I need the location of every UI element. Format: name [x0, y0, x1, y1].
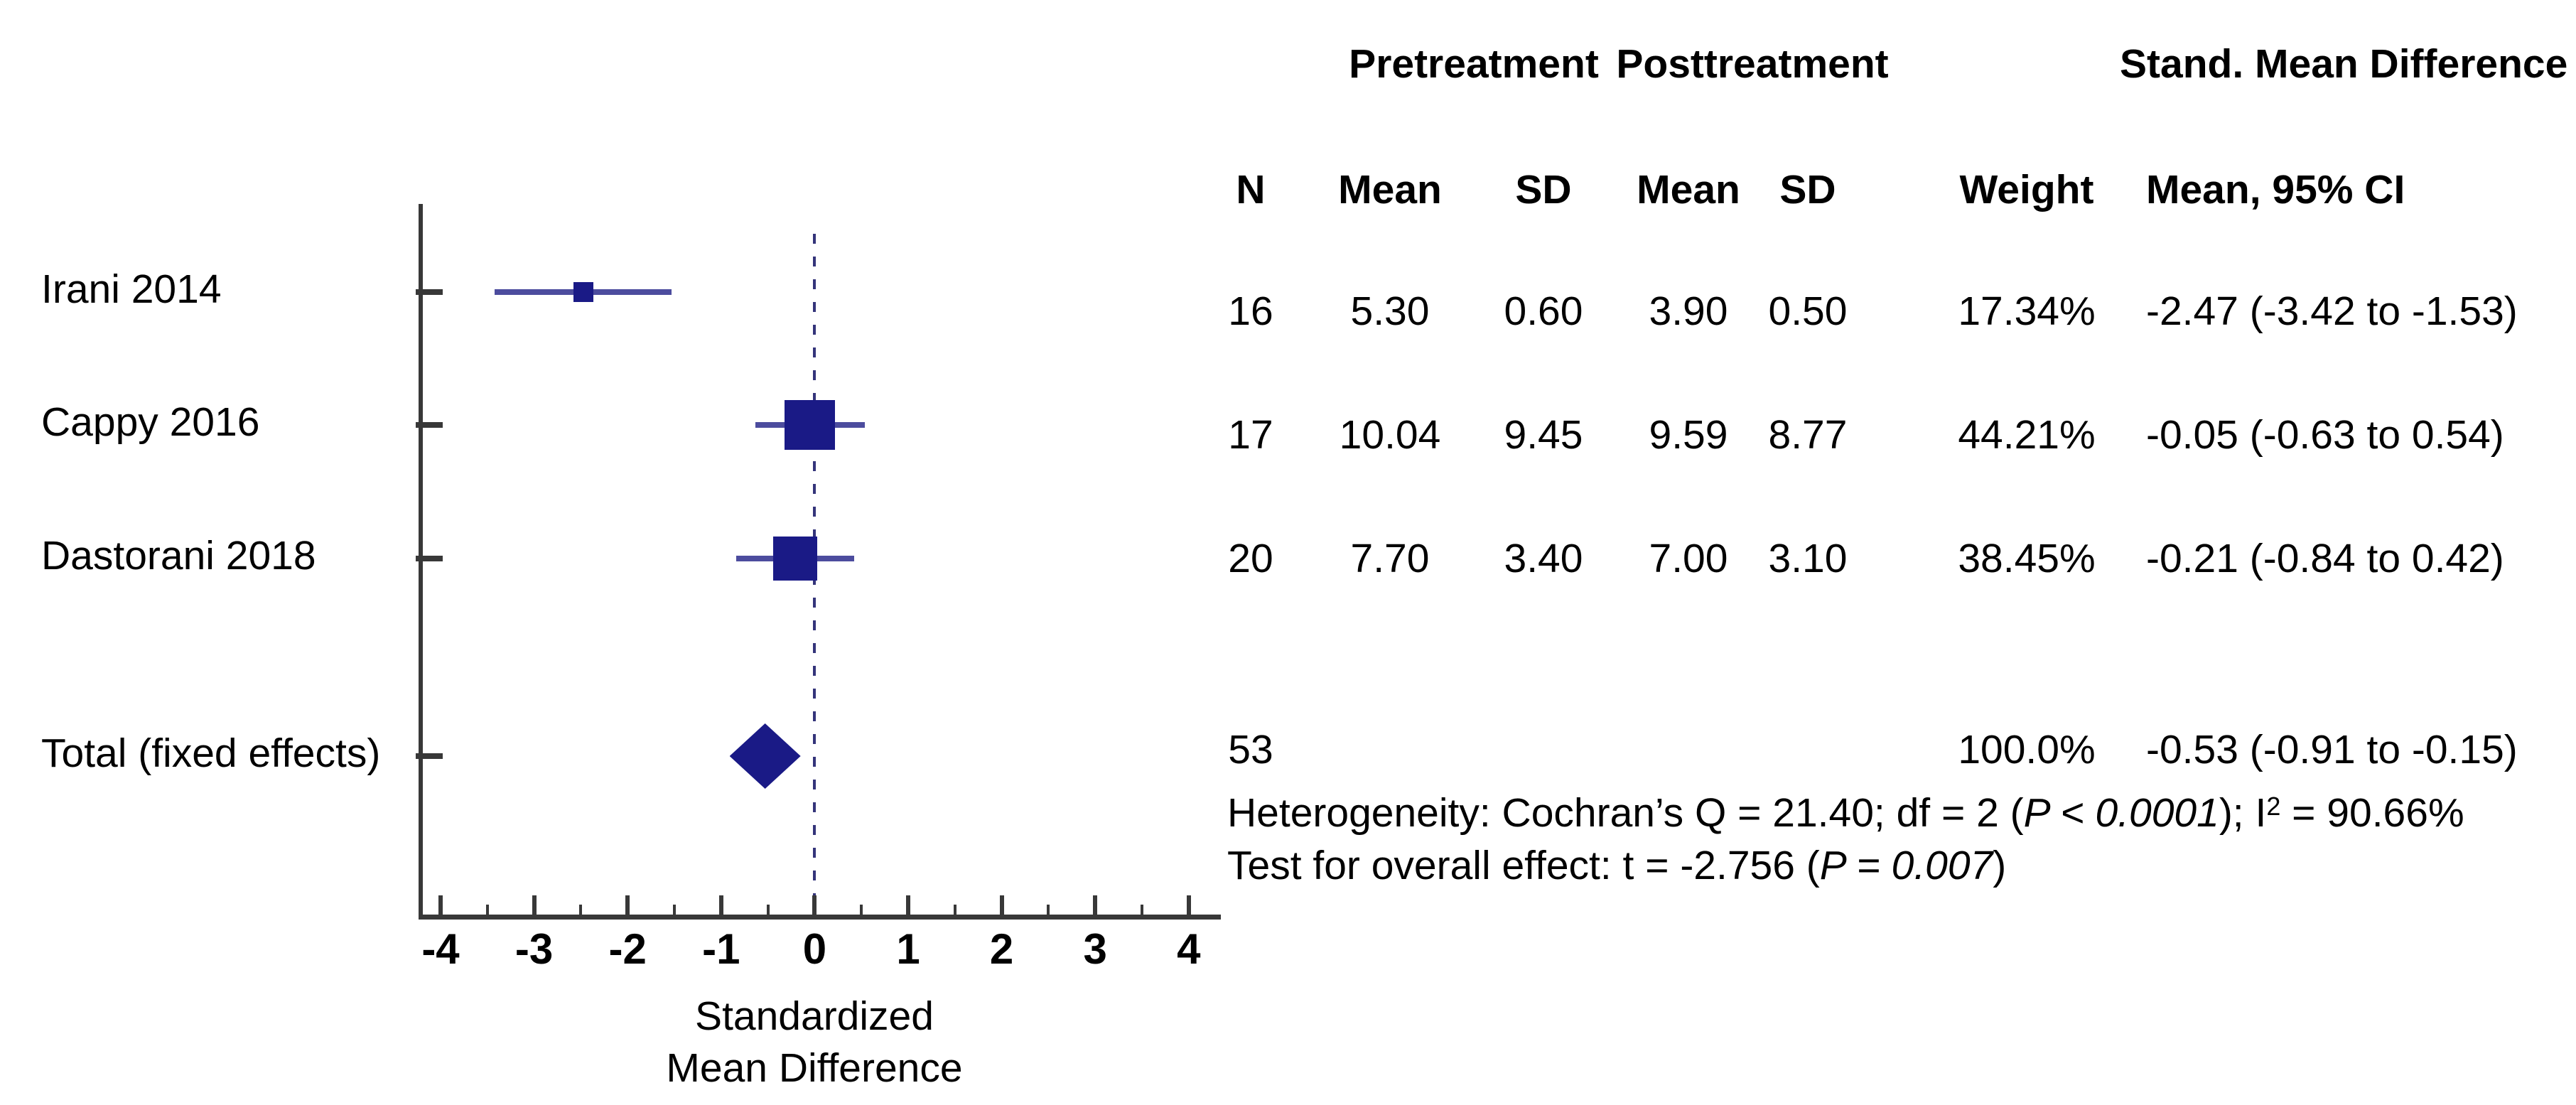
x-axis-line — [419, 915, 1221, 920]
study-label-irani: Irani 2014 — [41, 266, 222, 312]
cell-pre-mean: 7.70 — [1350, 536, 1430, 581]
x-tick-label: 0 — [802, 925, 827, 973]
x-tick-label: -4 — [421, 925, 460, 973]
x-tick-label: 2 — [989, 925, 1014, 973]
cell-post-sd: 3.10 — [1768, 536, 1848, 581]
x-tick-label: 1 — [896, 925, 920, 973]
header-post-mean: Mean — [1637, 167, 1740, 212]
cell-mean-ci: -0.53 (-0.91 to -0.15) — [2146, 727, 2518, 772]
x-axis-title-line1: Standardized — [695, 993, 934, 1039]
study-label-cappy: Cappy 2016 — [41, 399, 260, 445]
pooled-diamond — [729, 723, 801, 789]
x-major-tick — [1093, 895, 1098, 915]
cell-weight: 38.45% — [1958, 536, 2096, 581]
header-post-sd: SD — [1779, 167, 1836, 212]
x-minor-tick — [673, 905, 676, 915]
overall-effect-pvalue: P = 0.007 — [1819, 843, 1993, 888]
x-minor-tick — [579, 905, 583, 915]
cell-post-mean: 3.90 — [1649, 289, 1728, 334]
cell-weight: 17.34% — [1958, 289, 2096, 334]
x-tick-label: -3 — [514, 925, 554, 973]
x-tick-label: -2 — [608, 925, 647, 973]
x-minor-tick — [953, 905, 956, 915]
header-n: N — [1236, 167, 1266, 212]
heterogeneity-pvalue: P < 0.0001 — [2023, 790, 2219, 836]
row-tick — [416, 556, 443, 561]
header-pre-sd: SD — [1515, 167, 1572, 212]
cell-pre-sd: 0.60 — [1504, 289, 1583, 334]
x-major-tick — [625, 895, 630, 915]
row-tick — [416, 289, 443, 295]
row-tick — [416, 422, 443, 428]
row-tick — [416, 753, 443, 759]
x-major-tick — [906, 895, 910, 915]
header-mean-ci: Mean, 95% CI — [2146, 167, 2405, 212]
effect-square — [785, 399, 836, 451]
cell-n: 16 — [1228, 289, 1273, 334]
x-tick-label: 4 — [1177, 925, 1201, 973]
cell-post-sd: 0.50 — [1768, 289, 1848, 334]
overall-effect-line: Test for overall effect: t = -2.756 (P =… — [1227, 843, 2007, 888]
effect-square — [573, 282, 594, 302]
cell-weight: 100.0% — [1958, 727, 2096, 772]
cell-mean-ci: -2.47 (-3.42 to -1.53) — [2146, 289, 2518, 334]
x-major-tick — [999, 895, 1004, 915]
x-minor-tick — [860, 905, 863, 915]
cell-pre-mean: 5.30 — [1350, 289, 1430, 334]
x-tick-label: 3 — [1083, 925, 1107, 973]
cell-mean-ci: -0.05 (-0.63 to 0.54) — [2146, 412, 2504, 458]
y-axis-spine — [419, 204, 423, 920]
x-major-tick — [1186, 895, 1191, 915]
x-axis-title-line2: Mean Difference — [666, 1045, 963, 1091]
cell-post-sd: 8.77 — [1768, 412, 1848, 458]
heterogeneity-line: Heterogeneity: Cochran’s Q = 21.40; df =… — [1227, 790, 2464, 836]
x-major-tick — [812, 895, 817, 915]
cell-pre-sd: 9.45 — [1504, 412, 1583, 458]
cell-n: 53 — [1228, 727, 1273, 772]
overall-effect-text: Test for overall effect: t = -2.756 ( — [1227, 843, 1820, 888]
cell-post-mean: 7.00 — [1649, 536, 1728, 581]
cell-n: 20 — [1228, 536, 1273, 581]
header-smd: Stand. Mean Difference — [2120, 41, 2568, 87]
x-major-tick — [438, 895, 443, 915]
cell-pre-sd: 3.40 — [1504, 536, 1583, 581]
x-minor-tick — [1141, 905, 1143, 915]
study-label-dastorani: Dastorani 2018 — [41, 533, 316, 578]
x-tick-label: -1 — [702, 925, 740, 973]
heterogeneity-text: Heterogeneity: Cochran’s Q = 21.40; df =… — [1227, 790, 2024, 836]
x-major-tick — [718, 895, 723, 915]
x-minor-tick — [766, 905, 770, 915]
i-squared-superscript: 2 — [2266, 792, 2281, 821]
cell-mean-ci: -0.21 (-0.84 to 0.42) — [2146, 536, 2504, 581]
cell-post-mean: 9.59 — [1649, 412, 1728, 458]
x-minor-tick — [485, 905, 489, 915]
effect-square — [773, 537, 817, 581]
cell-n: 17 — [1228, 412, 1273, 458]
header-pre-mean: Mean — [1338, 167, 1442, 212]
header-posttreatment: Posttreatment — [1616, 41, 1889, 87]
header-pretreatment: Pretreatment — [1349, 41, 1599, 87]
x-minor-tick — [1047, 905, 1050, 915]
x-major-tick — [532, 895, 537, 915]
cell-pre-mean: 10.04 — [1339, 412, 1441, 458]
cell-weight: 44.21% — [1958, 412, 2096, 458]
study-label-total: Total (fixed effects) — [41, 731, 381, 776]
header-weight: Weight — [1959, 167, 2094, 212]
